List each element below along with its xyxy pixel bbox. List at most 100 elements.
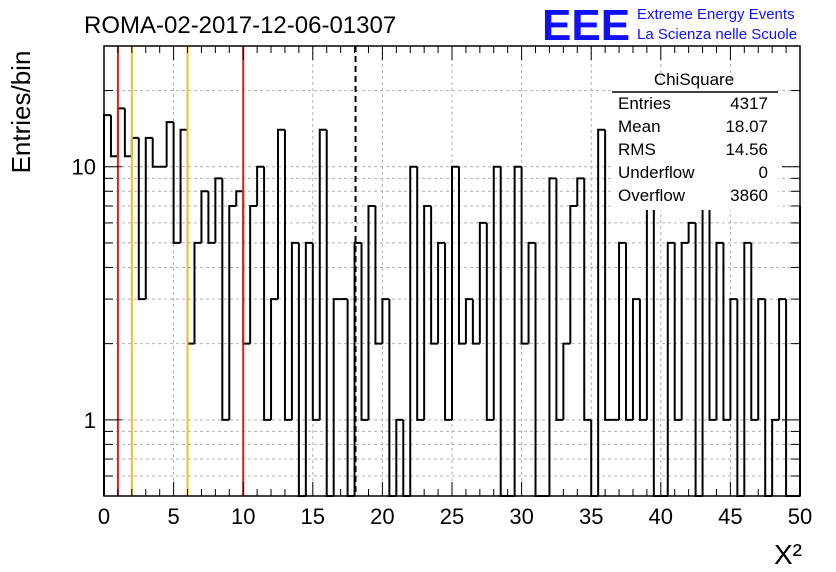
stats-box: ChiSquare Entries 4317 Mean 18.07 RMS 14… bbox=[612, 70, 778, 210]
histogram-bin bbox=[604, 129, 613, 421]
eee-logo: EEE Extreme Energy Events La Scienza nel… bbox=[542, 1, 797, 50]
histogram-bin bbox=[785, 299, 794, 497]
histogram-bin bbox=[534, 242, 543, 497]
histogram-bin bbox=[687, 221, 696, 243]
histogram-bin bbox=[631, 298, 640, 420]
stat-label-rms: RMS bbox=[618, 140, 656, 159]
y-tick-label: 10 bbox=[72, 155, 96, 180]
histogram-bin bbox=[151, 137, 160, 168]
stats-box-name: ChiSquare bbox=[654, 70, 734, 89]
x-tick-label: 10 bbox=[231, 504, 255, 529]
histogram-bin bbox=[193, 241, 202, 344]
histogram-bin bbox=[290, 241, 299, 420]
histogram-bin bbox=[597, 128, 606, 496]
histogram-bin bbox=[409, 165, 418, 496]
histogram-bin bbox=[256, 165, 265, 206]
histogram-bin bbox=[388, 299, 397, 497]
histogram-bin bbox=[729, 298, 738, 420]
x-tick-label: 40 bbox=[649, 504, 673, 529]
histogram-bin bbox=[618, 241, 626, 420]
histogram-bin bbox=[548, 177, 557, 496]
histogram-bin bbox=[576, 177, 585, 206]
histogram-bin bbox=[109, 115, 118, 158]
stat-label-mean: Mean bbox=[618, 117, 661, 136]
histogram-bin bbox=[764, 299, 773, 497]
y-axis-label: Entries/bin bbox=[6, 51, 36, 174]
histogram-bin bbox=[464, 298, 473, 344]
stat-label-underflow: Underflow bbox=[618, 163, 695, 182]
logo-mark: EEE bbox=[542, 1, 630, 50]
histogram-bin bbox=[144, 136, 153, 300]
histogram-bin bbox=[207, 191, 216, 244]
x-tick-label: 45 bbox=[718, 504, 742, 529]
x-tick-label: 25 bbox=[440, 504, 464, 529]
histogram-bin bbox=[715, 241, 724, 420]
x-tick-label: 35 bbox=[579, 504, 603, 529]
histogram-bin bbox=[123, 108, 132, 158]
stat-value-entries: 4317 bbox=[730, 94, 768, 113]
histogram-bin bbox=[708, 156, 717, 421]
histogram-bin bbox=[471, 299, 480, 345]
histogram-bin bbox=[200, 190, 209, 243]
histogram-bin bbox=[478, 221, 487, 344]
histogram-bin bbox=[221, 178, 230, 421]
histogram-bin bbox=[430, 205, 439, 345]
histogram-bin bbox=[583, 178, 592, 421]
histogram-bin bbox=[304, 241, 313, 496]
histogram-bin bbox=[395, 418, 404, 496]
x-tick-label: 5 bbox=[167, 504, 179, 529]
histogram-bin bbox=[743, 241, 752, 496]
histogram-bin bbox=[638, 299, 647, 421]
histogram-bin bbox=[103, 114, 111, 496]
histogram-bin bbox=[172, 122, 181, 244]
histogram-bin bbox=[736, 299, 745, 497]
histogram-bin bbox=[562, 342, 571, 420]
histogram-bin bbox=[277, 128, 285, 300]
histogram-bin bbox=[625, 242, 633, 421]
histogram-bin bbox=[569, 204, 578, 344]
histogram-bin bbox=[485, 222, 494, 421]
chart-title: ROMA-02-2017-12-06-01307 bbox=[84, 12, 396, 39]
histogram-bin bbox=[130, 136, 139, 157]
histogram-bin bbox=[311, 242, 320, 421]
histogram-bin bbox=[332, 298, 341, 496]
histogram-bin bbox=[116, 107, 125, 157]
histogram-bin bbox=[750, 242, 759, 421]
x-tick-label: 30 bbox=[509, 504, 533, 529]
histogram-bin bbox=[137, 137, 146, 301]
histogram-bin bbox=[325, 129, 334, 497]
histogram-bin bbox=[451, 165, 459, 420]
x-tick-label: 50 bbox=[788, 504, 812, 529]
reference-lines bbox=[116, 46, 357, 496]
histogram-bin bbox=[778, 298, 787, 420]
histogram-bin bbox=[318, 128, 327, 420]
stat-label-overflow: Overflow bbox=[618, 186, 686, 205]
histogram-bin bbox=[360, 242, 369, 421]
stats-box-background bbox=[612, 84, 778, 210]
histogram-bin bbox=[513, 165, 522, 496]
histogram-bin bbox=[270, 298, 278, 420]
histogram-bin bbox=[165, 121, 174, 167]
histogram-bin bbox=[235, 190, 244, 206]
x-tick-label: 0 bbox=[98, 504, 110, 529]
histogram-bin bbox=[437, 241, 446, 344]
histogram-bin bbox=[186, 129, 195, 345]
histogram-bin bbox=[214, 177, 223, 243]
y-tick-label: 1 bbox=[84, 408, 96, 433]
histogram-bin bbox=[492, 165, 501, 420]
stat-value-underflow: 0 bbox=[759, 163, 768, 182]
histogram-bin bbox=[499, 166, 508, 497]
histogram-bin bbox=[283, 129, 292, 421]
stat-value-overflow: 3860 bbox=[730, 186, 768, 205]
histogram-bin bbox=[457, 166, 466, 345]
x-tick-label: 15 bbox=[301, 504, 325, 529]
histogram-bin bbox=[520, 166, 529, 345]
stat-value-mean: 18.07 bbox=[725, 117, 768, 136]
histogram-bin bbox=[444, 242, 452, 421]
histogram-bin bbox=[367, 204, 376, 420]
histogram-bin bbox=[673, 242, 682, 421]
histogram-bin bbox=[757, 298, 766, 420]
histogram-bin bbox=[374, 205, 383, 345]
histogram-bin bbox=[423, 204, 432, 420]
